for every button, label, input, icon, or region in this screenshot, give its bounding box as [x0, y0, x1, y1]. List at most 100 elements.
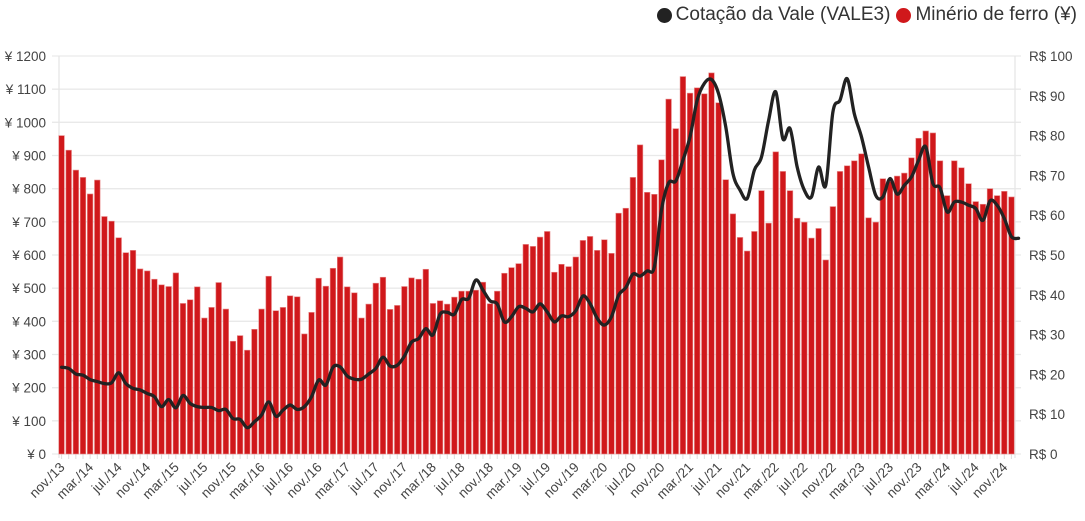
bar-iron-ore: [836, 171, 844, 455]
bar-iron-ore: [636, 144, 644, 455]
bar-iron-ore: [458, 290, 465, 455]
left-axis-tick-label: ¥ 1000: [4, 115, 46, 130]
left-axis-tick-label: ¥ 100: [11, 414, 46, 429]
bar-iron-ore: [794, 217, 801, 455]
bar-iron-ore: [601, 239, 608, 455]
bar-iron-ore: [251, 328, 258, 455]
bar-iron-ore: [194, 286, 201, 455]
bar-series-iron-ore: [58, 72, 1015, 455]
bar-iron-ore: [529, 246, 537, 455]
bar-iron-ore: [622, 207, 629, 455]
bar-iron-ore: [872, 221, 879, 455]
bar-iron-ore: [58, 135, 65, 455]
bar-iron-ore: [722, 179, 729, 455]
bar-iron-ore: [486, 303, 494, 455]
left-axis-tick-label: ¥ 1200: [4, 49, 46, 64]
chart-legend: Cotação da Vale (VALE3) Minério de ferro…: [656, 4, 1077, 26]
bar-iron-ore: [865, 217, 872, 455]
bar-iron-ore: [522, 244, 529, 455]
right-axis-tick-label: R$ 50: [1029, 248, 1065, 263]
bar-iron-ore: [594, 250, 601, 455]
bar-iron-ore: [215, 282, 222, 455]
bar-iron-ore: [465, 290, 472, 455]
bar-iron-ore: [858, 153, 865, 455]
right-axis-tick-label: R$ 100: [1029, 49, 1073, 64]
bar-iron-ore: [151, 278, 158, 455]
bar-iron-ore: [686, 92, 694, 455]
bar-iron-ore: [258, 308, 265, 455]
bar-iron-ore: [744, 250, 751, 455]
bar-iron-ore: [808, 237, 815, 455]
right-axis-tick-label: R$ 60: [1029, 208, 1065, 223]
left-axis-tick-label: ¥ 900: [11, 149, 46, 164]
bar-iron-ore: [501, 272, 508, 455]
bar-iron-ore: [944, 195, 951, 455]
bar-iron-ore: [972, 201, 979, 455]
bar-iron-ore: [894, 175, 901, 455]
bar-iron-ore: [315, 277, 322, 455]
bar-iron-ore: [801, 221, 808, 455]
line-series-vale: [59, 77, 1021, 430]
bar-iron-ore: [144, 270, 151, 455]
bar-iron-ore: [615, 212, 622, 455]
bar-iron-ore: [958, 167, 965, 455]
bar-iron-ore: [265, 275, 272, 455]
bar-iron-ore: [329, 267, 337, 455]
bar-iron-ore: [179, 303, 187, 455]
bar-iron-ore: [244, 349, 251, 455]
bar-iron-ore: [629, 177, 637, 455]
bar-iron-ore: [694, 87, 701, 455]
left-axis-tick-label: ¥ 600: [11, 248, 46, 263]
bar-iron-ore: [101, 216, 108, 455]
bar-iron-ore: [508, 267, 515, 455]
bar-iron-ore: [187, 299, 194, 455]
bar-iron-ore: [394, 305, 401, 455]
right-axis-tick-label: R$ 30: [1029, 328, 1065, 343]
bar-iron-ore: [915, 137, 922, 455]
bar-iron-ore: [237, 335, 244, 455]
bar-iron-ore: [494, 290, 501, 455]
bar-iron-ore: [201, 317, 208, 455]
bar-iron-ore: [608, 253, 615, 455]
right-axis-tick-label: R$ 0: [1029, 447, 1058, 462]
bar-iron-ore: [301, 333, 308, 455]
bar-iron-ore: [701, 93, 708, 455]
bar-iron-ore: [65, 149, 72, 455]
bar-iron-ore: [579, 240, 587, 455]
bar-iron-ore: [401, 286, 408, 455]
right-axis-tick-label: R$ 70: [1029, 168, 1065, 183]
left-axis-tick-label: ¥ 800: [11, 182, 46, 197]
legend-item-iron-ore[interactable]: Minério de ferro (¥): [896, 4, 1077, 26]
bar-iron-ore: [765, 222, 772, 455]
bar-iron-ore: [165, 286, 172, 455]
bar-iron-ore: [129, 250, 137, 455]
bar-iron-ore: [436, 300, 444, 455]
right-axis-tick-label: R$ 20: [1029, 367, 1065, 382]
bar-iron-ore: [322, 285, 329, 455]
left-axis-tick-label: ¥ 400: [11, 314, 46, 329]
bar-iron-ore: [172, 272, 179, 455]
bar-iron-ore: [351, 292, 358, 455]
legend-item-vale[interactable]: Cotação da Vale (VALE3): [656, 4, 890, 26]
bar-iron-ore: [951, 160, 958, 455]
left-axis-tick-label: ¥ 0: [26, 447, 46, 462]
bar-iron-ore: [444, 303, 451, 455]
bar-iron-ore: [272, 310, 279, 455]
bar-iron-ore: [294, 296, 301, 455]
bar-iron-ore: [572, 256, 579, 455]
bar-iron-ore: [208, 307, 215, 455]
bar-iron-ore: [758, 190, 765, 455]
bar-iron-ore: [451, 296, 458, 455]
bar-iron-ore: [936, 160, 944, 455]
bar-iron-ore: [829, 206, 836, 455]
bar-iron-ore: [901, 172, 908, 455]
bar-iron-ore: [922, 130, 929, 455]
left-axis-tick-label: ¥ 300: [11, 348, 46, 363]
bar-iron-ore: [479, 281, 487, 455]
bar-iron-ore: [365, 303, 372, 455]
bar-iron-ore: [658, 159, 665, 455]
bar-iron-ore: [344, 286, 351, 455]
bar-iron-ore: [679, 76, 687, 455]
bar-iron-ore: [379, 276, 387, 455]
bar-iron-ore: [929, 132, 936, 455]
